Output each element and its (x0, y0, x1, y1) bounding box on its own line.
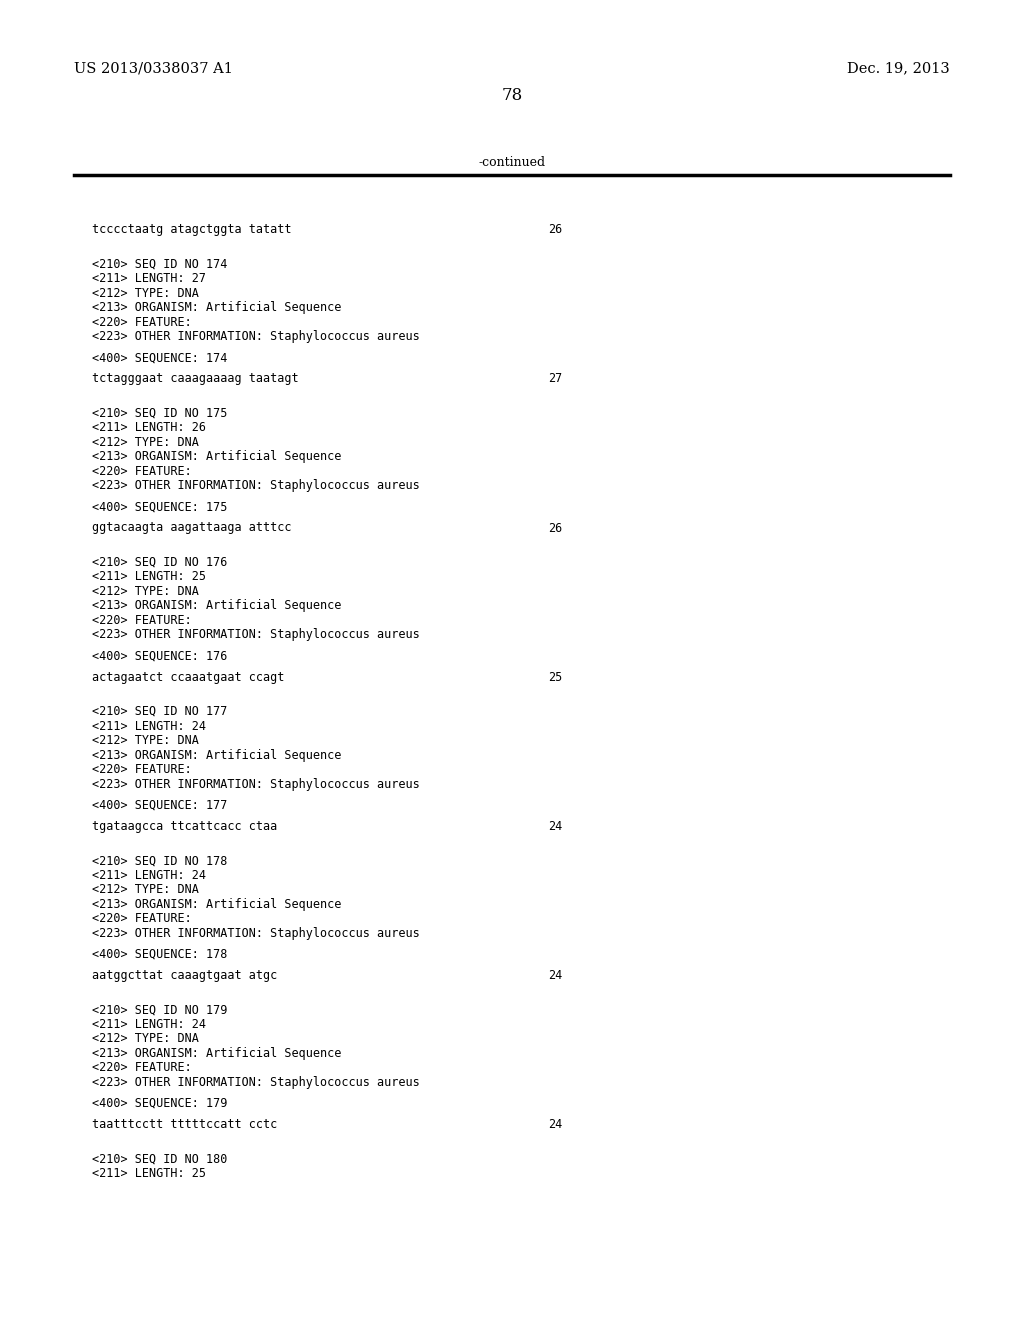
Text: <220> FEATURE:: <220> FEATURE: (92, 614, 191, 627)
Text: <213> ORGANISM: Artificial Sequence: <213> ORGANISM: Artificial Sequence (92, 450, 342, 463)
Text: <223> OTHER INFORMATION: Staphylococcus aureus: <223> OTHER INFORMATION: Staphylococcus … (92, 479, 420, 492)
Text: <220> FEATURE:: <220> FEATURE: (92, 763, 191, 776)
Text: <210> SEQ ID NO 176: <210> SEQ ID NO 176 (92, 556, 227, 569)
Text: <220> FEATURE:: <220> FEATURE: (92, 465, 191, 478)
Text: <213> ORGANISM: Artificial Sequence: <213> ORGANISM: Artificial Sequence (92, 1047, 342, 1060)
Text: <213> ORGANISM: Artificial Sequence: <213> ORGANISM: Artificial Sequence (92, 748, 342, 762)
Text: -continued: -continued (478, 157, 546, 169)
Text: 78: 78 (502, 87, 522, 103)
Text: <220> FEATURE:: <220> FEATURE: (92, 1061, 191, 1074)
Text: taatttcctt tttttccatt cctc: taatttcctt tttttccatt cctc (92, 1118, 278, 1131)
Text: <210> SEQ ID NO 175: <210> SEQ ID NO 175 (92, 407, 227, 420)
Text: <400> SEQUENCE: 176: <400> SEQUENCE: 176 (92, 649, 227, 663)
Text: <220> FEATURE:: <220> FEATURE: (92, 912, 191, 925)
Text: <211> LENGTH: 24: <211> LENGTH: 24 (92, 869, 206, 882)
Text: ggtacaagta aagattaaga atttcc: ggtacaagta aagattaaga atttcc (92, 521, 292, 535)
Text: <210> SEQ ID NO 178: <210> SEQ ID NO 178 (92, 854, 227, 867)
Text: <210> SEQ ID NO 174: <210> SEQ ID NO 174 (92, 257, 227, 271)
Text: <400> SEQUENCE: 177: <400> SEQUENCE: 177 (92, 799, 227, 812)
Text: 27: 27 (548, 372, 562, 385)
Text: <212> TYPE: DNA: <212> TYPE: DNA (92, 1032, 199, 1045)
Text: 26: 26 (548, 223, 562, 235)
Text: <400> SEQUENCE: 178: <400> SEQUENCE: 178 (92, 948, 227, 961)
Text: <400> SEQUENCE: 179: <400> SEQUENCE: 179 (92, 1097, 227, 1110)
Text: tgataagcca ttcattcacc ctaa: tgataagcca ttcattcacc ctaa (92, 820, 278, 833)
Text: actagaatct ccaaatgaat ccagt: actagaatct ccaaatgaat ccagt (92, 671, 285, 684)
Text: 24: 24 (548, 969, 562, 982)
Text: US 2013/0338037 A1: US 2013/0338037 A1 (74, 61, 232, 75)
Text: <223> OTHER INFORMATION: Staphylococcus aureus: <223> OTHER INFORMATION: Staphylococcus … (92, 330, 420, 343)
Text: <210> SEQ ID NO 180: <210> SEQ ID NO 180 (92, 1152, 227, 1166)
Text: <212> TYPE: DNA: <212> TYPE: DNA (92, 883, 199, 896)
Text: <212> TYPE: DNA: <212> TYPE: DNA (92, 734, 199, 747)
Text: <223> OTHER INFORMATION: Staphylococcus aureus: <223> OTHER INFORMATION: Staphylococcus … (92, 1076, 420, 1089)
Text: <213> ORGANISM: Artificial Sequence: <213> ORGANISM: Artificial Sequence (92, 301, 342, 314)
Text: <213> ORGANISM: Artificial Sequence: <213> ORGANISM: Artificial Sequence (92, 599, 342, 612)
Text: tcccctaatg atagctggta tatatt: tcccctaatg atagctggta tatatt (92, 223, 292, 235)
Text: <212> TYPE: DNA: <212> TYPE: DNA (92, 585, 199, 598)
Text: <211> LENGTH: 25: <211> LENGTH: 25 (92, 1167, 206, 1180)
Text: <211> LENGTH: 24: <211> LENGTH: 24 (92, 719, 206, 733)
Text: Dec. 19, 2013: Dec. 19, 2013 (847, 61, 950, 75)
Text: <210> SEQ ID NO 179: <210> SEQ ID NO 179 (92, 1003, 227, 1016)
Text: <400> SEQUENCE: 175: <400> SEQUENCE: 175 (92, 500, 227, 513)
Text: <212> TYPE: DNA: <212> TYPE: DNA (92, 436, 199, 449)
Text: <220> FEATURE:: <220> FEATURE: (92, 315, 191, 329)
Text: <211> LENGTH: 26: <211> LENGTH: 26 (92, 421, 206, 434)
Text: <211> LENGTH: 24: <211> LENGTH: 24 (92, 1018, 206, 1031)
Text: <400> SEQUENCE: 174: <400> SEQUENCE: 174 (92, 351, 227, 364)
Text: <213> ORGANISM: Artificial Sequence: <213> ORGANISM: Artificial Sequence (92, 898, 342, 911)
Text: <223> OTHER INFORMATION: Staphylococcus aureus: <223> OTHER INFORMATION: Staphylococcus … (92, 628, 420, 642)
Text: <210> SEQ ID NO 177: <210> SEQ ID NO 177 (92, 705, 227, 718)
Text: 25: 25 (548, 671, 562, 684)
Text: 26: 26 (548, 521, 562, 535)
Text: <211> LENGTH: 27: <211> LENGTH: 27 (92, 272, 206, 285)
Text: tctagggaat caaagaaaag taatagt: tctagggaat caaagaaaag taatagt (92, 372, 299, 385)
Text: <223> OTHER INFORMATION: Staphylococcus aureus: <223> OTHER INFORMATION: Staphylococcus … (92, 927, 420, 940)
Text: <211> LENGTH: 25: <211> LENGTH: 25 (92, 570, 206, 583)
Text: <212> TYPE: DNA: <212> TYPE: DNA (92, 286, 199, 300)
Text: aatggcttat caaagtgaat atgc: aatggcttat caaagtgaat atgc (92, 969, 278, 982)
Text: 24: 24 (548, 1118, 562, 1131)
Text: <223> OTHER INFORMATION: Staphylococcus aureus: <223> OTHER INFORMATION: Staphylococcus … (92, 777, 420, 791)
Text: 24: 24 (548, 820, 562, 833)
